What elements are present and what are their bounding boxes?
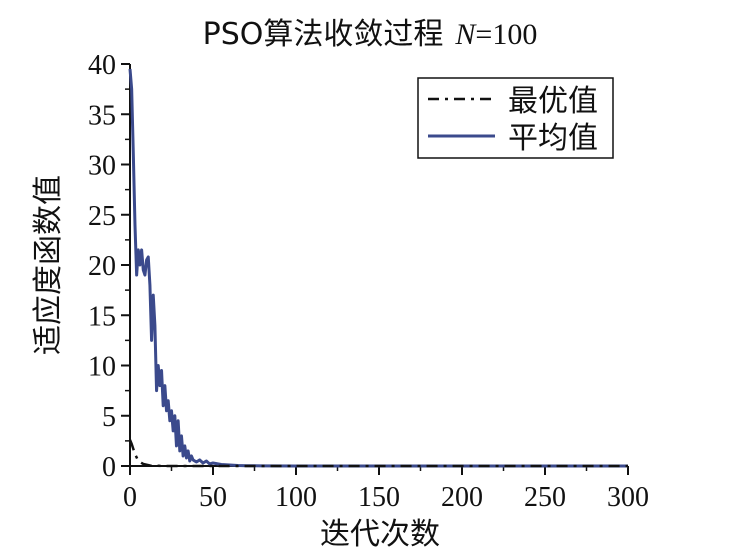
- y-tick-label: 25: [88, 201, 116, 232]
- chart-title-param-symbol: N: [454, 18, 477, 51]
- legend-label-avg: 平均值: [508, 121, 598, 156]
- y-tick-label: 5: [102, 402, 116, 433]
- x-tick-label: 250: [524, 482, 566, 513]
- x-tick-label: 50: [199, 482, 227, 513]
- y-tick-label: 40: [88, 50, 116, 81]
- x-tick-label: 100: [275, 482, 317, 513]
- chart-title-main: PSO算法收敛过程: [203, 17, 444, 52]
- series-average-line: [128, 68, 628, 468]
- y-tick-label: 15: [88, 301, 116, 332]
- y-tick-label: 20: [88, 251, 116, 282]
- x-axis-label: 迭代次数: [320, 517, 440, 552]
- x-tick-label: 150: [358, 482, 400, 513]
- y-tick-label: 35: [88, 100, 116, 131]
- chart-title: PSO算法收敛过程 N=100: [203, 17, 538, 52]
- y-tick-label: 0: [102, 452, 116, 483]
- legend: 最优值 平均值: [417, 77, 614, 159]
- legend-box: [417, 77, 614, 159]
- x-tick-label: 300: [607, 482, 649, 513]
- x-tick-label: 0: [123, 482, 137, 513]
- legend-label-best: 最优值: [508, 84, 598, 119]
- x-tick-label: 200: [441, 482, 483, 513]
- y-tick-label: 30: [88, 151, 116, 182]
- y-tick-label: 10: [88, 352, 116, 383]
- y-axis-label: 适应度函数值: [31, 175, 66, 355]
- chart-title-param-value: =100: [475, 18, 537, 51]
